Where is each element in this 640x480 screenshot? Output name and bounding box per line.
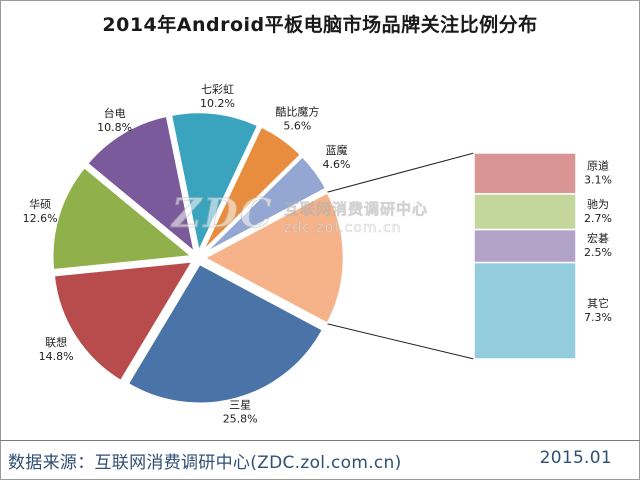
- data-label-name-蓝魔: 蓝魔: [326, 143, 348, 157]
- bar-label-value-原道: 3.1%: [584, 173, 612, 186]
- footer-source: 数据来源：互联网消费调研中心(ZDC.zol.com.cn): [8, 453, 402, 473]
- bar-segment-驰为: [473, 193, 577, 231]
- pie-slice-联想: [52, 259, 196, 383]
- data-label-value-三星: 25.8%: [223, 412, 258, 425]
- bar-label-name-驰为: 驰为: [587, 197, 609, 211]
- bar-segment-其它: [473, 261, 577, 360]
- pie-slice-华硕: [51, 165, 196, 272]
- bar-label-name-其它: 其它: [587, 296, 609, 310]
- pie-slice-七彩虹: [169, 110, 260, 256]
- pie-slice-酷比魔方: [200, 124, 303, 254]
- connector-line-bottom: [327, 323, 475, 360]
- bar-label-name-原道: 原道: [587, 158, 609, 172]
- data-label-name-台电: 台电: [104, 106, 126, 120]
- pie-slice-蓝魔: [201, 154, 329, 256]
- data-label-name-酷比魔方: 酷比魔方: [275, 105, 319, 119]
- bar-label-value-宏碁: 2.5%: [584, 246, 612, 259]
- bar-segment-宏碁: [473, 228, 577, 264]
- pie-slice-台电: [85, 114, 197, 257]
- data-label-value-蓝魔: 4.6%: [323, 158, 351, 171]
- pie-group: [51, 110, 346, 406]
- footer-date: 2015.01: [539, 448, 612, 468]
- bar-segment-原道: [473, 152, 577, 195]
- data-label-value-七彩虹: 10.2%: [200, 97, 235, 110]
- bar-label-name-宏碁: 宏碁: [587, 231, 609, 245]
- connector-lines: [327, 152, 475, 360]
- breakout-bar: [473, 152, 577, 360]
- data-label-name-七彩虹: 七彩虹: [201, 83, 234, 96]
- data-label-value-酷比魔方: 5.6%: [283, 120, 311, 133]
- data-label-name-华硕: 华硕: [29, 197, 51, 211]
- bar-label-value-其它: 7.3%: [584, 311, 612, 324]
- pie-slice-三星: [125, 262, 325, 406]
- bar-label-value-驰为: 2.7%: [584, 212, 612, 225]
- footer-divider: [0, 440, 640, 441]
- data-label-name-联想: 联想: [45, 335, 67, 349]
- data-label-value-华硕: 12.6%: [23, 212, 58, 225]
- data-label-value-台电: 10.8%: [97, 121, 132, 134]
- connector-line-top: [327, 152, 475, 193]
- pie-slice-other-total: [201, 190, 346, 326]
- chart-title: 2014年Android平板电脑市场品牌关注比例分布: [102, 14, 538, 36]
- data-label-name-三星: 三星: [229, 398, 251, 411]
- data-label-value-联想: 14.8%: [39, 350, 74, 363]
